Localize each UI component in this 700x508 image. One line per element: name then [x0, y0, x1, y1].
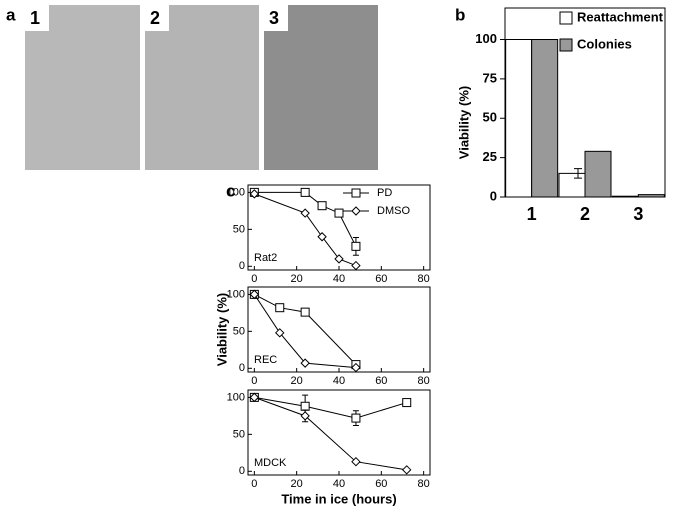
legend-marker [351, 206, 361, 216]
y-tick-label: 50 [233, 223, 245, 235]
bar [505, 39, 533, 198]
y-axis-label: Viability (%) [456, 86, 471, 159]
y-tick-label: 75 [483, 70, 497, 85]
micrograph [145, 5, 259, 170]
y-tick-label: 100 [475, 31, 497, 46]
marker [334, 254, 344, 264]
marker [275, 328, 285, 338]
error-bar [574, 168, 582, 179]
y-tick-label: 100 [227, 186, 245, 198]
series-line [254, 293, 357, 365]
marker [351, 260, 361, 271]
x-tick-label: 80 [418, 478, 430, 490]
marker [351, 413, 361, 423]
marker [351, 241, 361, 251]
x-tick-label: 0 [251, 478, 257, 490]
x-tick-label: 0 [251, 375, 257, 387]
marker [300, 358, 310, 368]
y-tick-label: 0 [239, 260, 245, 272]
marker [300, 208, 310, 218]
x-tick-label: 40 [333, 375, 345, 387]
x-tick-label: 3 [633, 204, 643, 224]
annotation: Rat2 [254, 252, 277, 264]
image-label: 1 [30, 8, 40, 28]
marker [402, 465, 412, 475]
marker [300, 401, 310, 411]
marker [351, 456, 361, 467]
series-line [254, 396, 407, 419]
y-tick-label: 0 [490, 188, 497, 203]
bar [584, 150, 612, 198]
y-tick-label: 100 [227, 391, 245, 403]
legend-swatch [559, 38, 573, 52]
y-tick-label: 0 [239, 362, 245, 374]
image-label-box [264, 5, 288, 31]
x-axis-label: Time in ice (hours) [281, 491, 396, 506]
y-tick-label: 25 [483, 149, 497, 164]
legend-label: Colonies [577, 36, 632, 51]
x-tick-label: 80 [418, 375, 430, 387]
y-axis-label: Viability (%) [214, 293, 229, 366]
marker [351, 362, 361, 373]
legend-label: PD [377, 187, 392, 199]
x-tick-label: 60 [375, 273, 387, 285]
x-tick-label: 60 [375, 375, 387, 387]
panel-label: c [226, 181, 235, 200]
marker [249, 189, 260, 199]
x-tick-label: 1 [527, 204, 537, 224]
image-label-box [145, 5, 169, 31]
series-line [253, 294, 356, 369]
marker [300, 187, 310, 197]
y-tick-label: 0 [239, 465, 245, 477]
legend-label: Reattachment [577, 9, 664, 24]
marker [334, 208, 344, 218]
x-tick-label: 20 [291, 273, 303, 285]
marker [300, 411, 310, 421]
marker [317, 201, 327, 211]
annotation: MDCK [254, 457, 287, 469]
panel-label: b [455, 5, 465, 24]
series-line [254, 396, 407, 471]
marker [317, 232, 327, 242]
marker [249, 289, 260, 300]
bar [637, 194, 665, 198]
image-label-box [25, 5, 49, 31]
x-tick-label: 40 [333, 478, 345, 490]
legend-swatch [559, 11, 573, 25]
x-tick-label: 40 [333, 273, 345, 285]
x-tick-label: 20 [291, 375, 303, 387]
bar [531, 39, 559, 198]
legend-label: DMSO [377, 205, 410, 217]
legend-marker [351, 188, 361, 198]
image-label: 2 [150, 8, 160, 28]
y-tick-label: 50 [483, 110, 497, 125]
x-tick-label: 80 [418, 273, 430, 285]
x-tick-label: 60 [375, 478, 387, 490]
annotation: REC [254, 354, 277, 366]
micrograph [25, 5, 140, 170]
bar [611, 195, 639, 198]
marker [275, 303, 285, 313]
y-tick-label: 50 [233, 325, 245, 337]
y-tick-label: 50 [233, 428, 245, 440]
panel-label: a [6, 5, 16, 24]
micrograph [264, 5, 378, 170]
x-tick-label: 20 [291, 478, 303, 490]
x-tick-label: 0 [251, 273, 257, 285]
marker [249, 392, 260, 403]
y-tick-label: 100 [227, 288, 245, 300]
marker [402, 398, 412, 408]
marker [300, 307, 310, 317]
series-line [254, 191, 357, 247]
bar [558, 172, 586, 198]
x-tick-label: 2 [580, 204, 590, 224]
image-label: 3 [269, 8, 279, 28]
